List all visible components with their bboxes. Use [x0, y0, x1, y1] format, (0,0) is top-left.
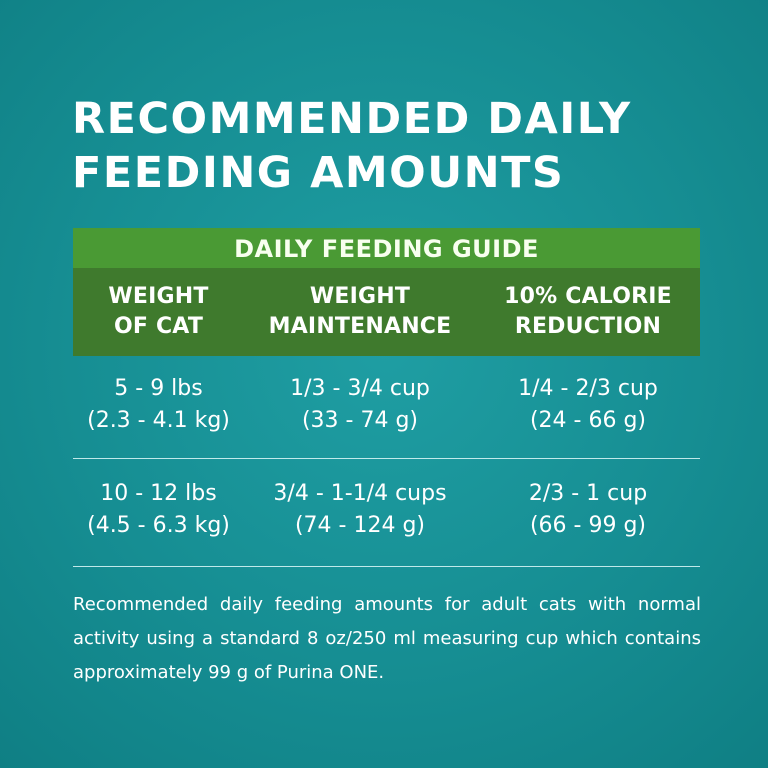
calorie-reduction-cell: 1/4 - 2/3 cup (24 - 66 g): [476, 373, 700, 437]
page-title-line-1: RECOMMENDED DAILY: [72, 94, 632, 144]
calorie-reduction-grams: (24 - 66 g): [529, 408, 647, 433]
calorie-reduction-cups: 1/4 - 2/3 cup: [518, 376, 658, 401]
calorie-reduction-header: 10% CALORIE REDUCTION: [504, 284, 672, 339]
weight-maintenance-cups: 3/4 - 1-1/4 cups: [273, 481, 447, 506]
weight-maintenance-grams: (74 - 124 g): [294, 513, 426, 538]
table-row: 10 - 12 lbs (4.5 - 6.3 kg) 3/4 - 1-1/4 c…: [73, 478, 700, 542]
weight-maintenance-grams: (33 - 74 g): [301, 408, 419, 433]
weight-of-cat-cell: 5 - 9 lbs (2.3 - 4.1 kg): [73, 373, 244, 437]
weight-of-cat-kg: (4.5 - 6.3 kg): [87, 513, 230, 538]
weight-maintenance-cell: 3/4 - 1-1/4 cups (74 - 124 g): [244, 478, 476, 542]
weight-maintenance-cups: 1/3 - 3/4 cup: [290, 376, 430, 401]
table-divider: [73, 458, 700, 459]
weight-of-cat-cell: 10 - 12 lbs (4.5 - 6.3 kg): [73, 478, 244, 542]
table-row: 5 - 9 lbs (2.3 - 4.1 kg) 1/3 - 3/4 cup (…: [73, 373, 700, 437]
table-divider: [73, 566, 700, 567]
feeding-table-header: WEIGHT OF CAT WEIGHT MAINTENANCE 10% CAL…: [73, 268, 700, 356]
calorie-reduction-cups: 2/3 - 1 cup: [528, 481, 648, 506]
calorie-reduction-grams: (66 - 99 g): [529, 513, 647, 538]
weight-of-cat-kg: (2.3 - 4.1 kg): [87, 408, 230, 433]
weight-maintenance-header: WEIGHT MAINTENANCE: [268, 284, 452, 339]
calorie-reduction-cell: 2/3 - 1 cup (66 - 99 g): [476, 478, 700, 542]
weight-maintenance-cell: 1/3 - 3/4 cup (33 - 74 g): [244, 373, 476, 437]
page-title: RECOMMENDED DAILY FEEDING AMOUNTS: [72, 92, 712, 200]
daily-feeding-guide-bar: DAILY FEEDING GUIDE: [73, 228, 700, 268]
page-title-line-2: FEEDING AMOUNTS: [72, 148, 565, 198]
daily-feeding-guide-title: DAILY FEEDING GUIDE: [234, 234, 539, 263]
weight-of-cat-lbs: 5 - 9 lbs: [114, 376, 203, 401]
feeding-footnote: Recommended daily feeding amounts for ad…: [73, 594, 701, 683]
weight-of-cat-lbs: 10 - 12 lbs: [100, 481, 217, 506]
weight-of-cat-header: WEIGHT OF CAT: [108, 284, 209, 339]
